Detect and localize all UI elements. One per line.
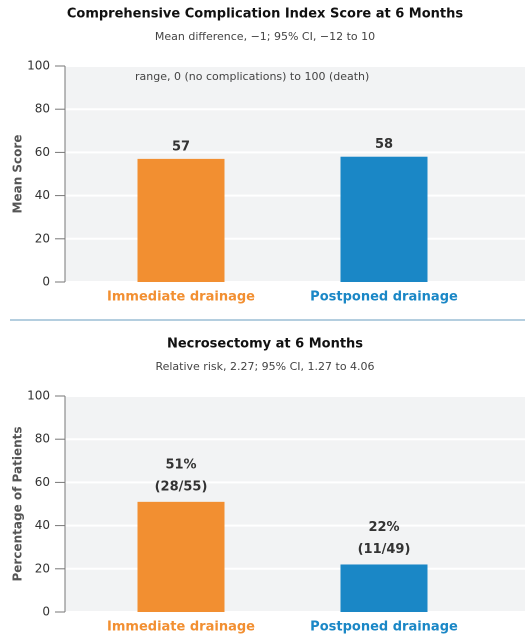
- bar: [340, 156, 428, 282]
- y-tick-label: 20: [35, 231, 50, 245]
- chart-subtitle: Relative risk, 2.27; 95% CI, 1.27 to 4.0…: [155, 360, 374, 373]
- y-tick-label: 40: [35, 518, 50, 532]
- y-tick-label: 40: [35, 188, 50, 202]
- y-tick-label: 100: [27, 389, 50, 403]
- y-tick-label: 60: [35, 475, 50, 489]
- value-label: 22%: [368, 520, 399, 535]
- x-tick-label: Postponed drainage: [310, 620, 458, 635]
- x-tick-label: Postponed drainage: [310, 290, 458, 305]
- annotation: range, 0 (no complications) to 100 (deat…: [135, 70, 369, 83]
- bar: [137, 501, 225, 612]
- value-label-count: (11/49): [358, 542, 411, 557]
- y-axis-label: Mean Score: [11, 135, 25, 214]
- chart-title: Necrosectomy at 6 Months: [167, 337, 363, 352]
- value-label-count: (28/55): [155, 479, 208, 494]
- value-label: 57: [172, 139, 190, 154]
- bar: [340, 564, 428, 612]
- chart-title: Comprehensive Complication Index Score a…: [67, 7, 464, 22]
- y-tick-label: 60: [35, 145, 50, 159]
- y-tick-label: 100: [27, 59, 50, 73]
- y-tick-label: 80: [35, 102, 50, 116]
- value-label: 51%: [165, 457, 196, 472]
- plot-area: [65, 396, 525, 612]
- y-axis-label: Percentage of Patients: [11, 426, 25, 581]
- y-tick-label: 0: [42, 275, 50, 289]
- plot-area: [65, 66, 525, 282]
- x-tick-label: Immediate drainage: [107, 620, 255, 635]
- bar: [137, 158, 225, 282]
- chart-subtitle: Mean difference, −1; 95% CI, −12 to 10: [155, 30, 375, 43]
- y-tick-label: 0: [42, 605, 50, 619]
- x-tick-label: Immediate drainage: [107, 290, 255, 305]
- y-tick-label: 20: [35, 561, 50, 575]
- y-tick-label: 80: [35, 432, 50, 446]
- value-label: 58: [375, 137, 393, 152]
